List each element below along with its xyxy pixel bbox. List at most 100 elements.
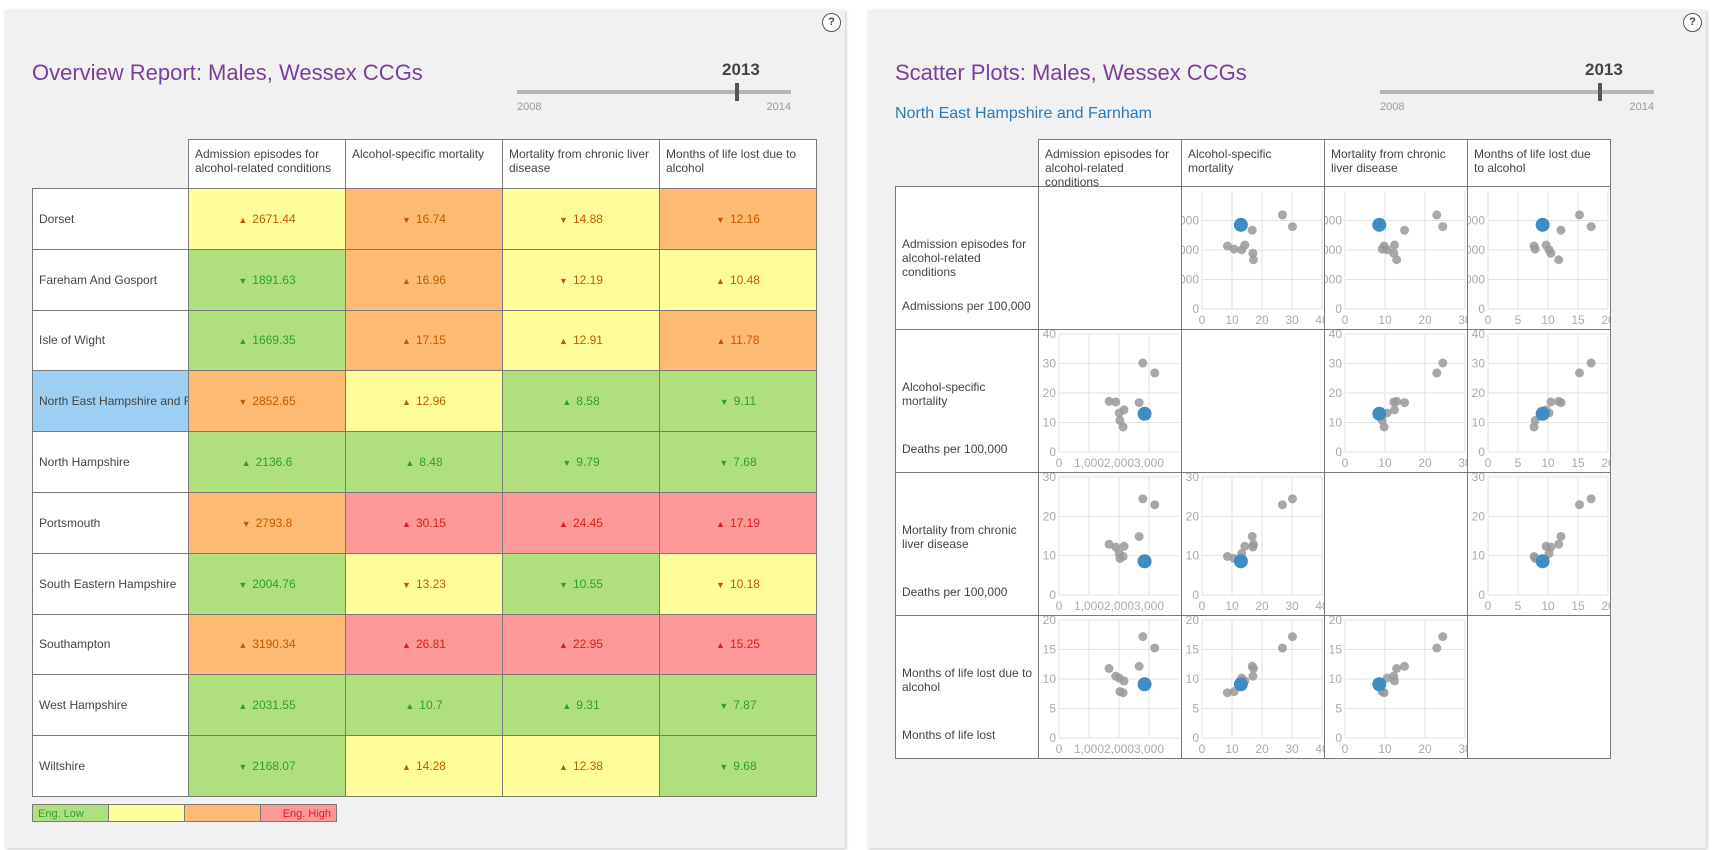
data-point[interactable]: [1287, 632, 1297, 642]
column-header[interactable]: Alcohol-specific mortality: [345, 139, 503, 189]
value-cell[interactable]: ▼ 12.19: [502, 248, 660, 311]
value-cell[interactable]: ▼ 2004.76: [188, 552, 346, 615]
data-point[interactable]: [1392, 396, 1402, 406]
data-point[interactable]: [1248, 663, 1258, 673]
data-point[interactable]: [1392, 255, 1402, 265]
help-button[interactable]: ?: [1683, 13, 1702, 32]
ccg-name[interactable]: Portsmouth: [32, 491, 189, 554]
data-point[interactable]: [1134, 398, 1144, 408]
selected-data-point[interactable]: [1372, 677, 1387, 692]
slider-track[interactable]: [517, 90, 791, 94]
slider-track[interactable]: [1380, 90, 1654, 94]
data-point[interactable]: [1554, 255, 1564, 265]
data-point[interactable]: [1438, 632, 1448, 642]
data-point[interactable]: [1432, 643, 1442, 653]
data-point[interactable]: [1277, 643, 1287, 653]
data-point[interactable]: [1390, 676, 1400, 686]
value-cell[interactable]: ▼ 2852.65: [188, 370, 346, 433]
data-point[interactable]: [1119, 405, 1129, 415]
value-cell[interactable]: ▲ 22.95: [502, 613, 660, 676]
data-point[interactable]: [1240, 541, 1250, 551]
table-row[interactable]: Dorset ▲ 2671.44 ▼ 16.74 ▼ 14.88 ▼ 12.16: [32, 188, 817, 250]
value-cell[interactable]: ▲ 3190.34: [188, 613, 346, 676]
data-point[interactable]: [1390, 240, 1400, 250]
value-cell[interactable]: ▲ 1669.35: [188, 309, 346, 372]
data-point[interactable]: [1541, 541, 1551, 551]
value-cell[interactable]: ▲ 26.81: [345, 613, 503, 676]
data-point[interactable]: [1134, 661, 1144, 671]
value-cell[interactable]: ▲ 11.78: [659, 309, 817, 372]
value-cell[interactable]: ▲ 2671.44: [188, 188, 346, 250]
data-point[interactable]: [1554, 539, 1564, 549]
data-point[interactable]: [1432, 210, 1442, 220]
data-point[interactable]: [1400, 225, 1410, 235]
data-point[interactable]: [1229, 244, 1239, 254]
value-cell[interactable]: ▼ 9.11: [659, 370, 817, 433]
column-header[interactable]: Mortality from chronic liver disease: [502, 139, 660, 189]
data-point[interactable]: [1134, 531, 1144, 541]
data-point[interactable]: [1554, 396, 1564, 406]
scatter-plot[interactable]: 0 5 10 15 20 0 10 20 30 40: [1181, 615, 1325, 759]
value-cell[interactable]: ▼ 10.18: [659, 552, 817, 615]
column-header[interactable]: Admission episodes for alcohol-related c…: [188, 139, 346, 189]
value-cell[interactable]: ▲ 30.15: [345, 491, 503, 554]
data-point[interactable]: [1240, 240, 1250, 250]
scatter-plot[interactable]: 0 5 10 15 20 0 1,000 2,000 3,000: [1038, 615, 1182, 759]
selected-data-point[interactable]: [1137, 406, 1152, 421]
data-point[interactable]: [1138, 358, 1148, 368]
value-cell[interactable]: ▼ 7.68: [659, 431, 817, 493]
table-row[interactable]: Southampton ▲ 3190.34 ▲ 26.81 ▲ 22.95 ▲ 15.25: [32, 613, 817, 676]
data-point[interactable]: [1248, 255, 1258, 265]
data-point[interactable]: [1400, 661, 1410, 671]
value-cell[interactable]: ▼ 10.55: [502, 552, 660, 615]
value-cell[interactable]: ▼ 2168.07: [188, 735, 346, 797]
data-point[interactable]: [1287, 222, 1297, 232]
data-point[interactable]: [1115, 415, 1125, 425]
value-cell[interactable]: ▼ 9.68: [659, 735, 817, 797]
value-cell[interactable]: ▼ 13.23: [345, 552, 503, 615]
data-point[interactable]: [1247, 225, 1257, 235]
selected-data-point[interactable]: [1233, 677, 1248, 692]
ccg-name[interactable]: South Eastern Hampshire: [32, 552, 189, 615]
value-cell[interactable]: ▲ 24.45: [502, 491, 660, 554]
selected-data-point[interactable]: [1535, 217, 1550, 232]
data-point[interactable]: [1556, 225, 1566, 235]
value-cell[interactable]: ▲ 8.48: [345, 431, 503, 493]
table-row[interactable]: Fareham And Gosport ▼ 1891.63 ▲ 16.96 ▼ 12.19 ▲…: [32, 248, 817, 311]
data-point[interactable]: [1530, 244, 1540, 254]
data-point[interactable]: [1575, 368, 1584, 378]
table-row[interactable]: North Hampshire ▲ 2136.6 ▲ 8.48 ▼ 9.79 ▼ 7.68: [32, 431, 817, 493]
data-point[interactable]: [1248, 671, 1258, 681]
scatter-plot[interactable]: 0 10 20 30 0 5 10 15 20: [1467, 472, 1611, 616]
ccg-name[interactable]: North Hampshire: [32, 431, 189, 493]
data-point[interactable]: [1575, 210, 1584, 220]
selected-data-point[interactable]: [1372, 217, 1387, 232]
data-point[interactable]: [1556, 531, 1566, 541]
scatter-plot[interactable]: 0 1,000 2,000 3,000 0 10 20 30: [1324, 186, 1468, 330]
value-cell[interactable]: ▼ 1891.63: [188, 248, 346, 311]
ccg-name[interactable]: Isle of Wight: [32, 309, 189, 372]
data-point[interactable]: [1247, 531, 1257, 541]
selected-data-point[interactable]: [1535, 406, 1550, 421]
data-point[interactable]: [1138, 494, 1148, 504]
value-cell[interactable]: ▲ 8.58: [502, 370, 660, 433]
selected-data-point[interactable]: [1372, 406, 1387, 421]
table-row[interactable]: Portsmouth ▼ 2793.8 ▲ 30.15 ▲ 24.45 ▲ 17.19: [32, 491, 817, 554]
data-point[interactable]: [1586, 494, 1596, 504]
value-cell[interactable]: ▼ 9.79: [502, 431, 660, 493]
data-point[interactable]: [1432, 368, 1442, 378]
scatter-plot[interactable]: 0 1,000 2,000 3,000 0 5 10 15 20: [1467, 186, 1611, 330]
data-point[interactable]: [1377, 244, 1387, 254]
data-point[interactable]: [1438, 358, 1448, 368]
data-point[interactable]: [1277, 210, 1287, 220]
help-button[interactable]: ?: [822, 13, 841, 32]
data-point[interactable]: [1541, 240, 1551, 250]
value-cell[interactable]: ▲ 17.15: [345, 309, 503, 372]
ccg-name[interactable]: Wiltshire: [32, 735, 189, 797]
scatter-plot[interactable]: 0 10 20 30 0 1,000 2,000 3,000: [1038, 472, 1182, 616]
value-cell[interactable]: ▲ 12.96: [345, 370, 503, 433]
table-row[interactable]: North East Hampshire and Fa ▼ 2852.65 ▲ 12.9…: [32, 370, 817, 433]
data-point[interactable]: [1119, 676, 1129, 686]
selected-data-point[interactable]: [1233, 217, 1248, 232]
selected-data-point[interactable]: [1233, 554, 1248, 569]
